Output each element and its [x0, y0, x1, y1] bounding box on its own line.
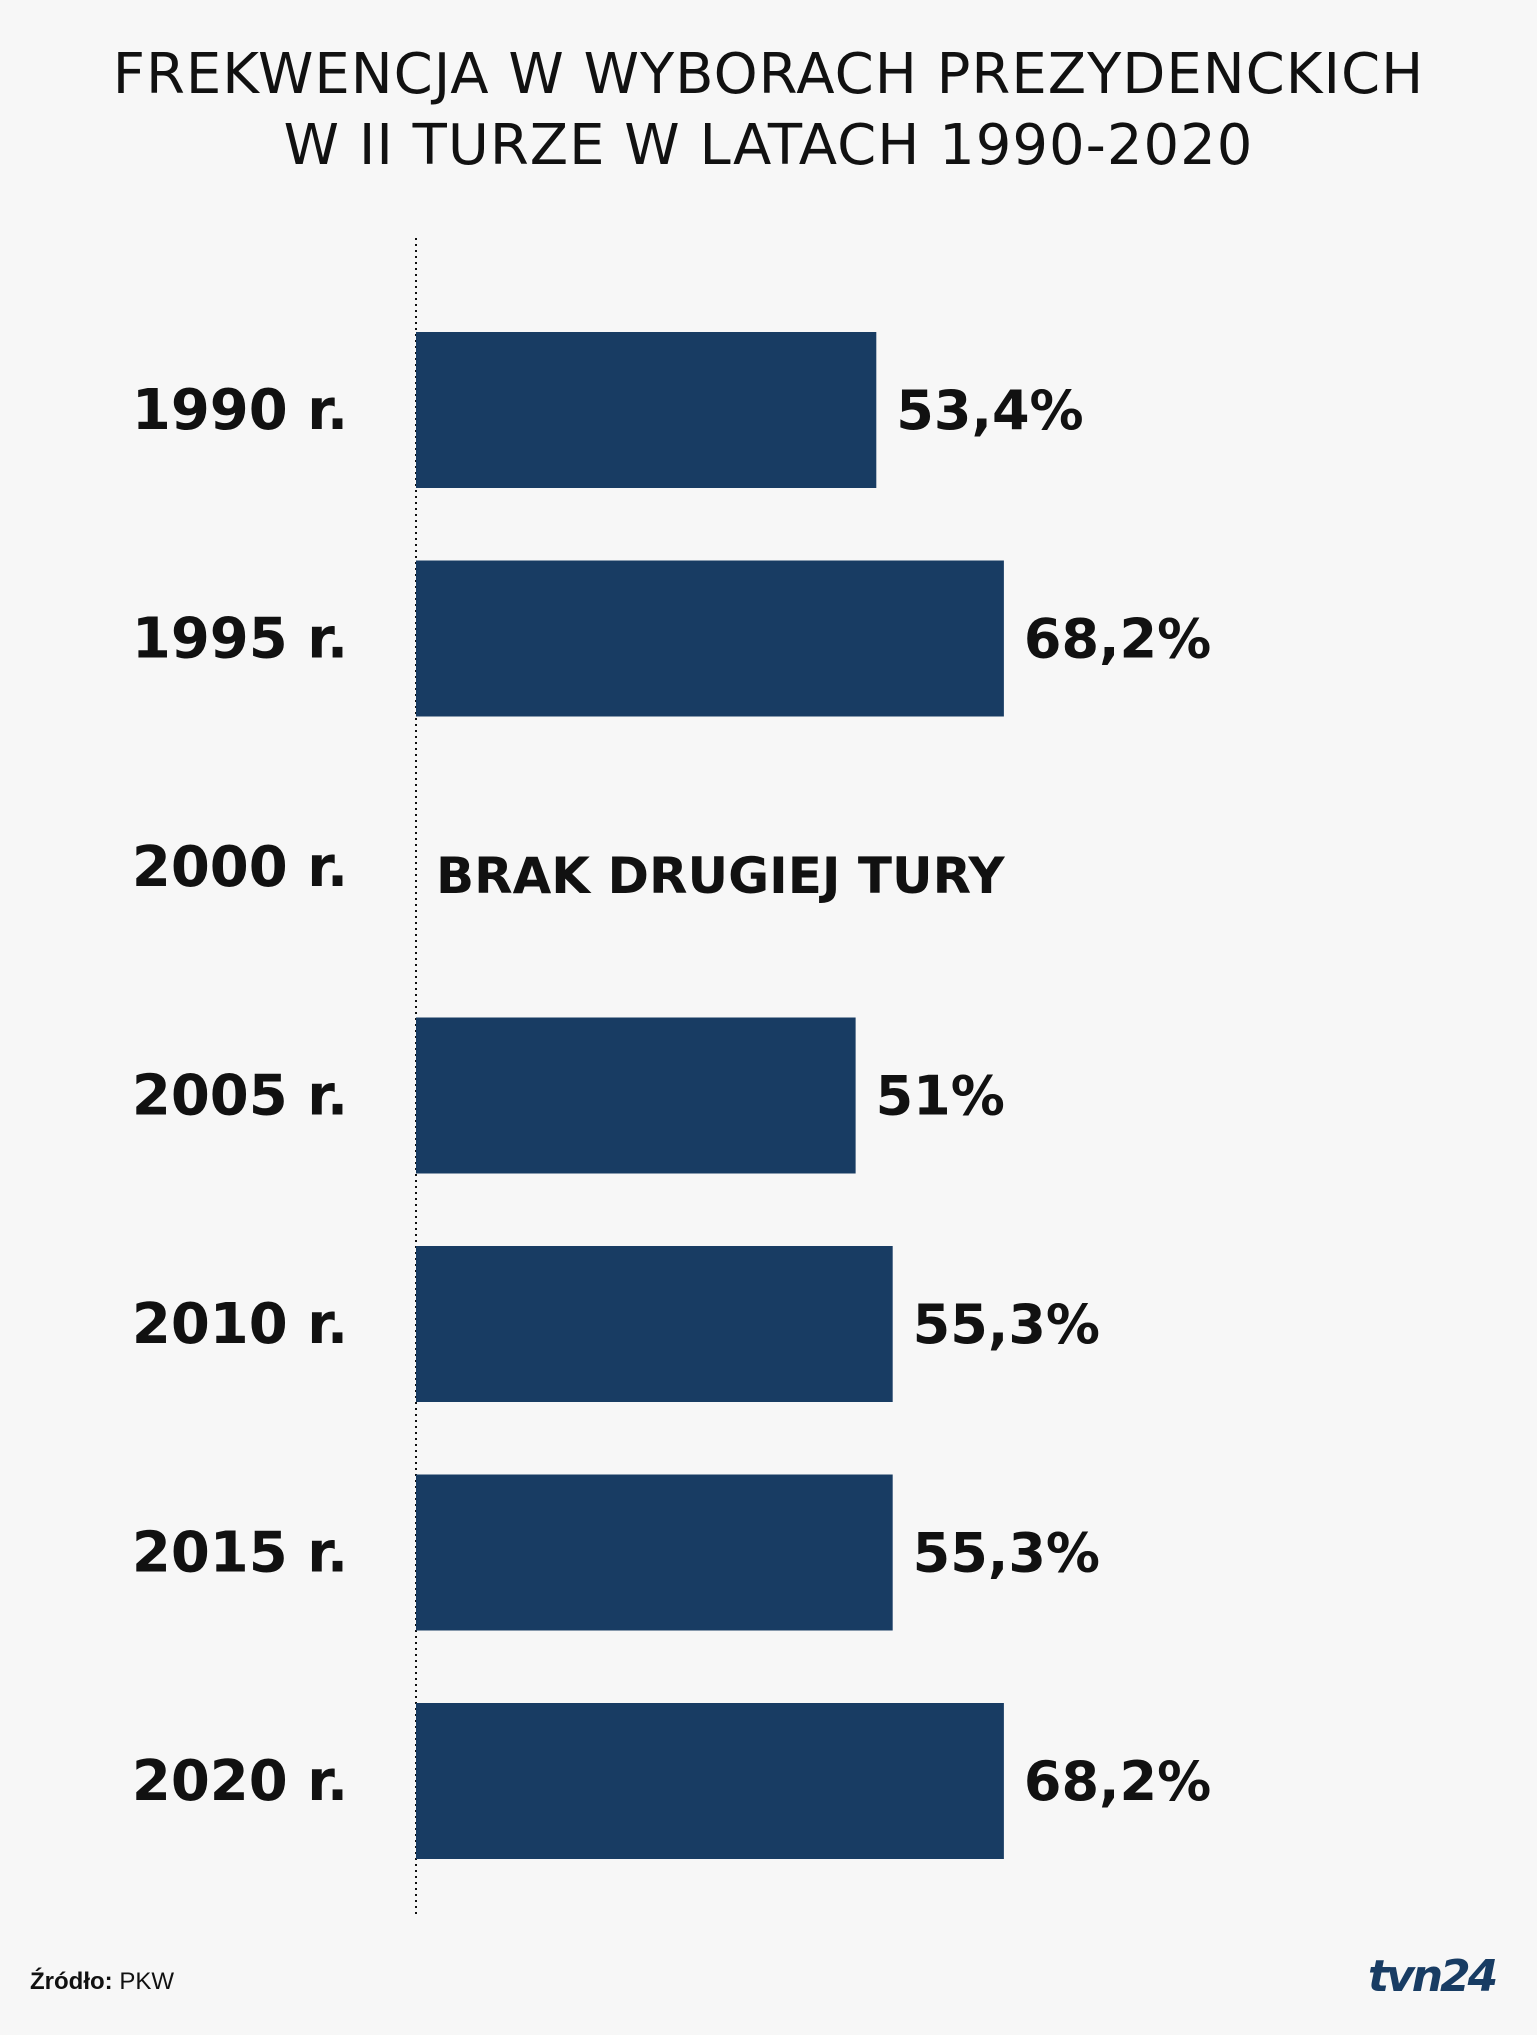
bars-group: 1990 r. 53,4% 1995 r. 68,2% 2000 r. BRAK DRUG…: [132, 332, 1211, 1859]
source-note: Źródło: PKW: [30, 1968, 174, 1996]
chart-title: FREKWENCJA W WYBORACH PREZYDENCKICH: [112, 42, 1425, 107]
bar: [416, 1474, 893, 1631]
logo-text: tvn24: [1368, 1951, 1496, 2001]
data-label: 55,3%: [913, 1522, 1100, 1585]
category-label: 2020 r.: [132, 1749, 348, 1814]
chart-subtitle: W II TURZE W LATACH 1990-2020: [283, 113, 1254, 178]
bar: [416, 560, 1004, 717]
category-label: 2015 r.: [132, 1521, 348, 1586]
bar: [416, 1246, 893, 1402]
bar: [416, 332, 877, 488]
source-value: PKW: [119, 1968, 174, 1995]
data-label: 55,3%: [913, 1293, 1100, 1356]
bar: [416, 1703, 1004, 1859]
category-label: 2000 r.: [132, 835, 348, 900]
data-label: 51%: [876, 1065, 1005, 1128]
bar: [416, 1017, 856, 1174]
category-label: 1995 r.: [132, 607, 348, 672]
tvn24-logo: tvn24: [1368, 1951, 1499, 2001]
data-label: 68,2%: [1024, 608, 1211, 671]
data-label: 68,2%: [1024, 1750, 1211, 1813]
no-runoff-label: BRAK DRUGIEJ TURY: [436, 847, 1005, 905]
source-label: Źródło:: [30, 1968, 113, 1995]
category-label: 2010 r.: [132, 1292, 348, 1357]
category-label: 2005 r.: [132, 1064, 348, 1129]
category-label: 1990 r.: [132, 378, 348, 443]
data-label: 53,4%: [896, 379, 1083, 442]
